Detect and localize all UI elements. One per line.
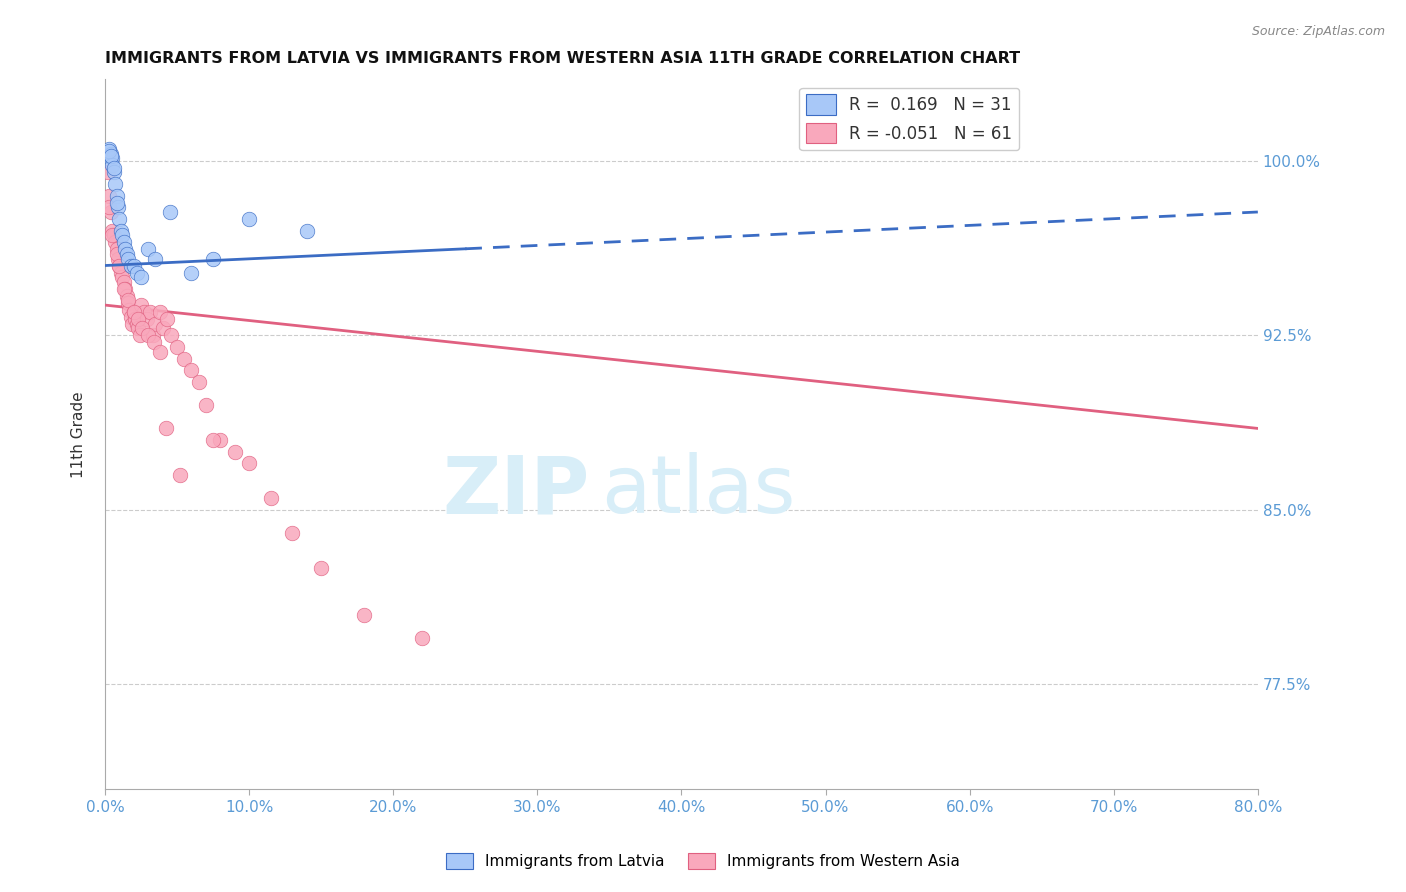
Point (98, 188, 121, 202)
Point (149, 305, 172, 319)
Point (155, 421, 177, 435)
Point (101, 158, 124, 172)
Point (108, 259, 131, 273)
Point (127, 312, 149, 326)
Point (104, 235, 127, 250)
Point (120, 310, 142, 324)
Point (260, 491, 283, 506)
Point (159, 205, 181, 219)
Point (117, 295, 139, 310)
Point (111, 228, 134, 243)
Point (173, 351, 195, 366)
Point (180, 265, 202, 279)
Point (112, 282, 135, 296)
Point (129, 270, 152, 285)
Point (105, 188, 128, 202)
Point (128, 328, 150, 343)
Point (98, 142, 121, 156)
Point (135, 312, 157, 326)
Point (145, 317, 167, 331)
Point (101, 224, 124, 238)
Point (100, 149, 122, 163)
Point (131, 321, 153, 335)
Text: atlas: atlas (600, 452, 794, 530)
Point (156, 312, 179, 326)
Point (110, 224, 132, 238)
Point (100, 146, 122, 161)
Text: IMMIGRANTS FROM LATVIA VS IMMIGRANTS FROM WESTERN ASIA 11TH GRADE CORRELATION CH: IMMIGRANTS FROM LATVIA VS IMMIGRANTS FRO… (105, 51, 1021, 66)
Point (101, 152, 124, 166)
Point (118, 302, 141, 317)
Point (353, 607, 375, 622)
Text: Source: ZipAtlas.com: Source: ZipAtlas.com (1251, 25, 1385, 38)
Point (141, 328, 163, 343)
Legend: Immigrants from Latvia, Immigrants from Western Asia: Immigrants from Latvia, Immigrants from … (440, 847, 966, 875)
Point (107, 200, 129, 214)
Point (114, 242, 136, 256)
Point (122, 305, 145, 319)
Point (112, 235, 135, 250)
Point (149, 344, 172, 359)
Point (98, 200, 121, 214)
Point (145, 252, 167, 266)
Point (120, 259, 142, 273)
Point (121, 317, 143, 331)
Y-axis label: 11th Grade: 11th Grade (72, 391, 86, 477)
Point (111, 270, 134, 285)
Point (105, 195, 128, 210)
Point (108, 211, 131, 226)
Point (143, 335, 166, 350)
Point (152, 321, 174, 335)
Point (238, 456, 260, 470)
Point (129, 298, 152, 312)
Point (98, 145, 121, 159)
Point (187, 375, 209, 389)
Point (112, 275, 135, 289)
Point (136, 328, 159, 343)
Point (110, 265, 132, 279)
Point (97, 149, 120, 163)
Text: ZIP: ZIP (441, 452, 589, 530)
Point (309, 561, 332, 575)
Point (202, 433, 225, 447)
Point (127, 321, 149, 335)
Point (100, 205, 122, 219)
Point (136, 242, 159, 256)
Point (108, 259, 131, 273)
Point (281, 526, 304, 541)
Point (107, 252, 129, 266)
Point (117, 293, 139, 308)
Point (132, 305, 155, 319)
Point (411, 631, 433, 645)
Legend: R =  0.169   N = 31, R = -0.051   N = 61: R = 0.169 N = 31, R = -0.051 N = 61 (799, 87, 1019, 150)
Point (166, 340, 188, 354)
Point (117, 252, 139, 266)
Point (180, 363, 202, 377)
Point (104, 177, 127, 191)
Point (124, 312, 146, 326)
Point (105, 242, 128, 256)
Point (202, 252, 225, 266)
Point (97, 165, 120, 179)
Point (105, 247, 128, 261)
Point (224, 444, 246, 458)
Point (160, 328, 183, 343)
Point (115, 247, 138, 261)
Point (295, 224, 318, 238)
Point (238, 211, 260, 226)
Point (125, 265, 148, 279)
Point (103, 165, 125, 179)
Point (138, 305, 160, 319)
Point (209, 433, 232, 447)
Point (169, 467, 191, 482)
Point (101, 228, 124, 243)
Point (103, 161, 125, 175)
Point (122, 259, 145, 273)
Point (122, 305, 145, 319)
Point (115, 289, 138, 303)
Point (114, 282, 136, 296)
Point (194, 398, 217, 412)
Point (125, 317, 148, 331)
Point (103, 228, 125, 243)
